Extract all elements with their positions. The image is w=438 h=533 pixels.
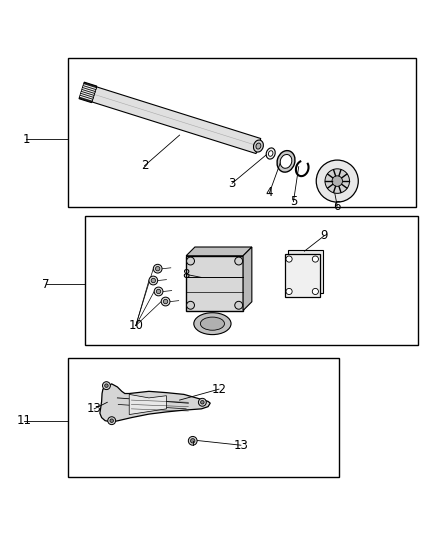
Polygon shape — [186, 247, 252, 256]
Polygon shape — [92, 87, 261, 154]
Text: 2: 2 — [141, 159, 148, 172]
Bar — [285, 254, 320, 297]
Text: 6: 6 — [333, 199, 341, 213]
Ellipse shape — [266, 148, 275, 159]
Circle shape — [105, 384, 108, 387]
Text: 5: 5 — [290, 195, 297, 208]
Circle shape — [110, 419, 113, 423]
Circle shape — [155, 266, 160, 271]
Text: 3: 3 — [229, 177, 236, 190]
Ellipse shape — [268, 151, 273, 156]
Text: 9: 9 — [320, 229, 328, 243]
Ellipse shape — [277, 151, 295, 172]
Circle shape — [151, 278, 155, 282]
FancyBboxPatch shape — [186, 256, 243, 311]
Text: 4: 4 — [265, 187, 273, 199]
Circle shape — [163, 300, 168, 304]
Ellipse shape — [280, 155, 292, 168]
Circle shape — [235, 301, 243, 309]
Ellipse shape — [194, 313, 231, 335]
Circle shape — [332, 176, 343, 187]
Circle shape — [102, 382, 110, 390]
Text: 7: 7 — [42, 278, 50, 290]
Polygon shape — [100, 384, 210, 422]
Text: 12: 12 — [212, 383, 226, 395]
Circle shape — [235, 257, 243, 265]
Ellipse shape — [256, 143, 261, 149]
Circle shape — [312, 288, 318, 295]
Circle shape — [188, 437, 197, 445]
Circle shape — [198, 398, 206, 406]
Polygon shape — [288, 251, 323, 293]
Circle shape — [108, 417, 116, 425]
Circle shape — [153, 264, 162, 273]
Text: 13: 13 — [87, 402, 102, 415]
Circle shape — [149, 276, 158, 285]
Circle shape — [161, 297, 170, 306]
Bar — [85, 216, 418, 345]
Bar — [68, 59, 416, 207]
Circle shape — [325, 169, 350, 193]
Ellipse shape — [200, 317, 224, 330]
Circle shape — [316, 160, 358, 202]
Circle shape — [187, 301, 194, 309]
Text: 10: 10 — [128, 319, 143, 332]
Circle shape — [154, 287, 163, 296]
Polygon shape — [79, 82, 97, 103]
Circle shape — [201, 400, 204, 404]
Circle shape — [187, 257, 194, 265]
Bar — [68, 359, 339, 477]
Circle shape — [191, 439, 195, 443]
Ellipse shape — [254, 140, 263, 152]
Circle shape — [286, 288, 292, 295]
Text: 8: 8 — [183, 268, 190, 281]
Circle shape — [156, 289, 161, 294]
Text: 11: 11 — [17, 414, 32, 427]
Circle shape — [286, 256, 292, 262]
Polygon shape — [243, 247, 252, 311]
Circle shape — [312, 256, 318, 262]
Polygon shape — [129, 394, 166, 415]
Text: 13: 13 — [233, 439, 248, 451]
Text: 1: 1 — [22, 133, 30, 146]
